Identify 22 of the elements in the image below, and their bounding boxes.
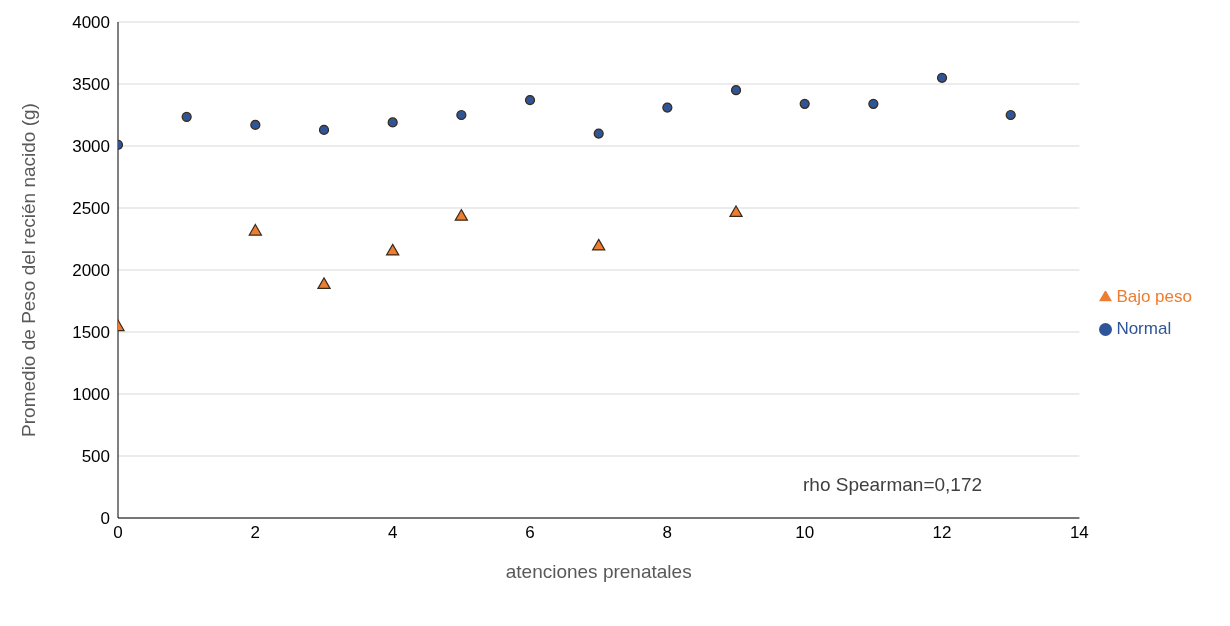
y-tick-label: 0 — [100, 509, 110, 529]
y-tick-label: 3500 — [72, 75, 110, 95]
x-tick-label: 12 — [932, 523, 952, 543]
y-tick-label: 2000 — [72, 261, 110, 281]
x-tick-label: 4 — [387, 523, 398, 543]
legend-label: Normal — [1116, 319, 1172, 338]
y-tick-label: 1500 — [72, 323, 110, 343]
x-tick-label: 6 — [525, 523, 535, 543]
legend-label: Bajo peso — [1116, 287, 1192, 306]
y-tick-label: 2500 — [72, 199, 110, 219]
x-tick-label: 0 — [113, 523, 123, 543]
y-tick-label: 1000 — [72, 385, 110, 405]
y-axis-title: Promedio de Peso del recién nacido (g) — [17, 103, 39, 437]
y-tick-label: 3000 — [72, 137, 110, 157]
x-tick-label: 2 — [250, 523, 261, 543]
x-tick-label: 14 — [1069, 523, 1089, 543]
x-axis-title: atenciones prenatales — [505, 561, 692, 582]
y-tick-label: 500 — [81, 447, 110, 467]
x-tick-label: 8 — [662, 523, 673, 543]
y-tick-label: 4000 — [72, 13, 110, 33]
annotation: rho Spearman=0,172 — [803, 474, 983, 496]
x-tick-label: 10 — [795, 523, 815, 543]
